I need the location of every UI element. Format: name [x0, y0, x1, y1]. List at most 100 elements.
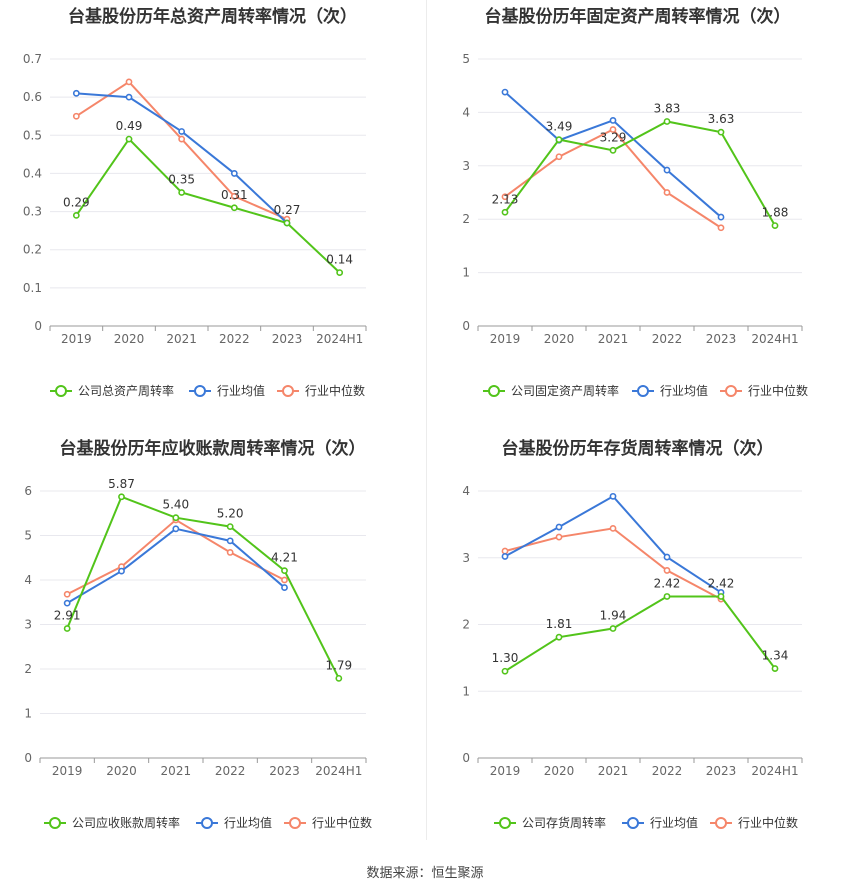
data-point-median[interactable] [609, 126, 617, 133]
data-point-median[interactable] [125, 78, 133, 86]
chart-title: 台基股份历年存货周转率情况（次） [501, 439, 774, 459]
data-point-median[interactable] [501, 547, 509, 555]
data-point-avg[interactable] [63, 599, 71, 607]
data-point-company[interactable] [609, 625, 617, 632]
data-point-median[interactable] [230, 192, 238, 200]
legend-label: 行业中位数 [748, 383, 808, 398]
data-point-avg[interactable] [501, 553, 509, 560]
data-point-median[interactable] [717, 224, 725, 232]
data-point-median[interactable] [281, 576, 288, 584]
chart-title: 台基股份历年固定资产周转率情况（次） [484, 7, 791, 27]
legend-item-median[interactable]: 行业中位数 [720, 383, 808, 398]
legend-item-company[interactable]: 公司总资产周转率 [50, 383, 174, 398]
y-tick-label: 2 [24, 662, 32, 676]
data-point-company[interactable] [771, 222, 779, 230]
x-tick-label: 2024H1 [751, 764, 798, 778]
data-point-company[interactable] [771, 665, 779, 672]
y-tick-label: 0 [34, 319, 42, 333]
data-point-company[interactable] [125, 135, 133, 143]
data-point-avg[interactable] [72, 89, 80, 97]
panel-divider [426, 0, 427, 840]
x-tick-label: 2019 [52, 764, 83, 778]
data-point-median[interactable] [663, 567, 671, 574]
x-tick-label: 2019 [490, 764, 521, 778]
legend-item-avg[interactable]: 行业均值 [622, 815, 698, 830]
data-point-avg[interactable] [118, 567, 125, 575]
data-point-company[interactable] [336, 269, 344, 276]
data-point-avg[interactable] [609, 117, 617, 124]
legend-item-company[interactable]: 公司应收账款周转率 [44, 815, 180, 830]
data-point-median[interactable] [226, 549, 234, 556]
data-point-company[interactable] [226, 523, 234, 530]
data-point-avg[interactable] [663, 553, 671, 561]
data-point-avg[interactable] [609, 492, 617, 500]
data-point-avg[interactable] [125, 93, 133, 101]
data-point-company[interactable] [283, 219, 291, 227]
data-point-avg[interactable] [226, 537, 234, 545]
data-point-company[interactable] [555, 136, 563, 144]
legend-item-company[interactable]: 公司存货周转率 [494, 815, 606, 830]
data-point-median[interactable] [609, 524, 617, 532]
data-point-avg[interactable] [555, 523, 563, 531]
data-label: 3.49 [546, 120, 573, 134]
data-point-avg[interactable] [172, 525, 180, 533]
data-point-company[interactable] [555, 633, 563, 641]
x-tick-label: 2021 [161, 764, 192, 778]
legend-item-median[interactable]: 行业中位数 [710, 815, 798, 830]
series-line-avg [66, 527, 286, 605]
y-tick-label: 5 [24, 529, 32, 543]
data-point-avg[interactable] [663, 166, 671, 174]
data-point-median[interactable] [663, 189, 671, 196]
data-point-company[interactable] [63, 625, 71, 632]
data-label: 1.79 [325, 658, 352, 672]
legend-item-company[interactable]: 公司固定资产周转率 [483, 383, 619, 398]
y-tick-label: 0.7 [23, 52, 42, 66]
data-point-median[interactable] [501, 193, 509, 201]
legend-item-avg[interactable]: 行业均值 [189, 383, 265, 398]
legend-item-median[interactable]: 行业中位数 [277, 383, 365, 398]
data-point-avg[interactable] [178, 128, 186, 135]
data-point-company[interactable] [663, 118, 671, 125]
x-tick-label: 2024H1 [315, 764, 362, 778]
data-point-avg[interactable] [717, 213, 725, 221]
data-point-median[interactable] [63, 590, 71, 598]
data-point-avg[interactable] [230, 170, 238, 177]
data-point-median[interactable] [555, 153, 563, 161]
data-point-company[interactable] [72, 211, 80, 219]
data-point-avg[interactable] [281, 584, 288, 591]
y-tick-label: 2 [462, 212, 470, 226]
x-tick-label: 2021 [598, 332, 629, 346]
data-point-company[interactable] [609, 146, 617, 154]
data-point-company[interactable] [501, 208, 509, 216]
y-tick-label: 6 [24, 484, 32, 498]
data-label: 0.29 [63, 195, 90, 209]
legend-item-median[interactable]: 行业中位数 [284, 815, 372, 830]
y-tick-label: 3 [24, 618, 32, 632]
x-tick-label: 2022 [652, 764, 683, 778]
y-tick-label: 0.6 [23, 90, 42, 104]
data-point-company[interactable] [178, 189, 186, 196]
data-point-company[interactable] [335, 674, 343, 682]
series-line-company [504, 595, 776, 673]
data-point-company[interactable] [663, 593, 671, 600]
x-tick-label: 2021 [598, 764, 629, 778]
data-point-company[interactable] [717, 128, 725, 136]
chart-title: 台基股份历年总资产周转率情况（次） [68, 7, 357, 27]
data-point-median[interactable] [555, 533, 563, 541]
data-label: 3.29 [600, 130, 627, 144]
data-point-median[interactable] [178, 135, 186, 143]
data-point-company[interactable] [717, 593, 725, 600]
data-point-avg[interactable] [501, 88, 509, 96]
data-point-median[interactable] [72, 112, 80, 120]
data-point-company[interactable] [281, 567, 288, 575]
legend-item-avg[interactable]: 行业均值 [196, 815, 272, 830]
y-tick-label: 0.5 [23, 128, 42, 142]
data-point-company[interactable] [118, 493, 125, 501]
data-point-company[interactable] [230, 204, 238, 212]
data-point-company[interactable] [172, 514, 180, 522]
receivables-turnover-chart: 台基股份历年应收账款周转率情况（次） 0 1 2 3 4 5 6 2019 2020 2021 20… [0, 432, 425, 864]
data-label: 0.35 [168, 173, 195, 187]
y-tick-label: 3 [462, 159, 470, 173]
legend-item-avg[interactable]: 行业均值 [632, 383, 708, 398]
data-point-company[interactable] [501, 667, 509, 675]
